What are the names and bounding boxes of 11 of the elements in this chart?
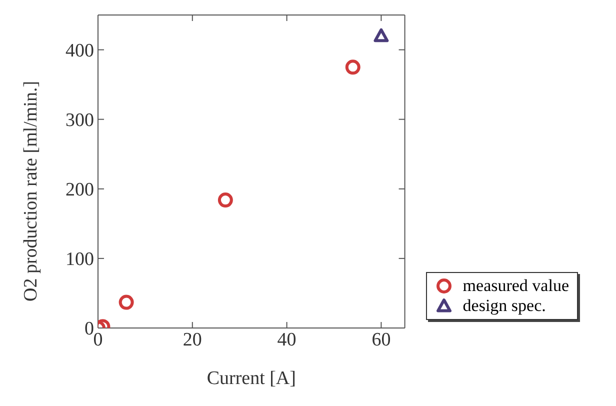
x-axis-title: Current [A] [206, 368, 296, 389]
y-tick-label: 100 [66, 249, 94, 270]
y-tick-label: 400 [66, 40, 94, 62]
legend-label: measured value [462, 276, 569, 296]
x-tick-label: 40 [277, 329, 296, 350]
legend-label: design spec. [462, 296, 546, 316]
x-tick-label: 60 [372, 329, 391, 350]
y-tick-label: 200 [66, 180, 94, 201]
y-tick-label: 300 [66, 110, 94, 132]
x-tick-label: 20 [182, 329, 202, 350]
y-axis-title: O2 production rate [ml/min.] [20, 80, 42, 302]
